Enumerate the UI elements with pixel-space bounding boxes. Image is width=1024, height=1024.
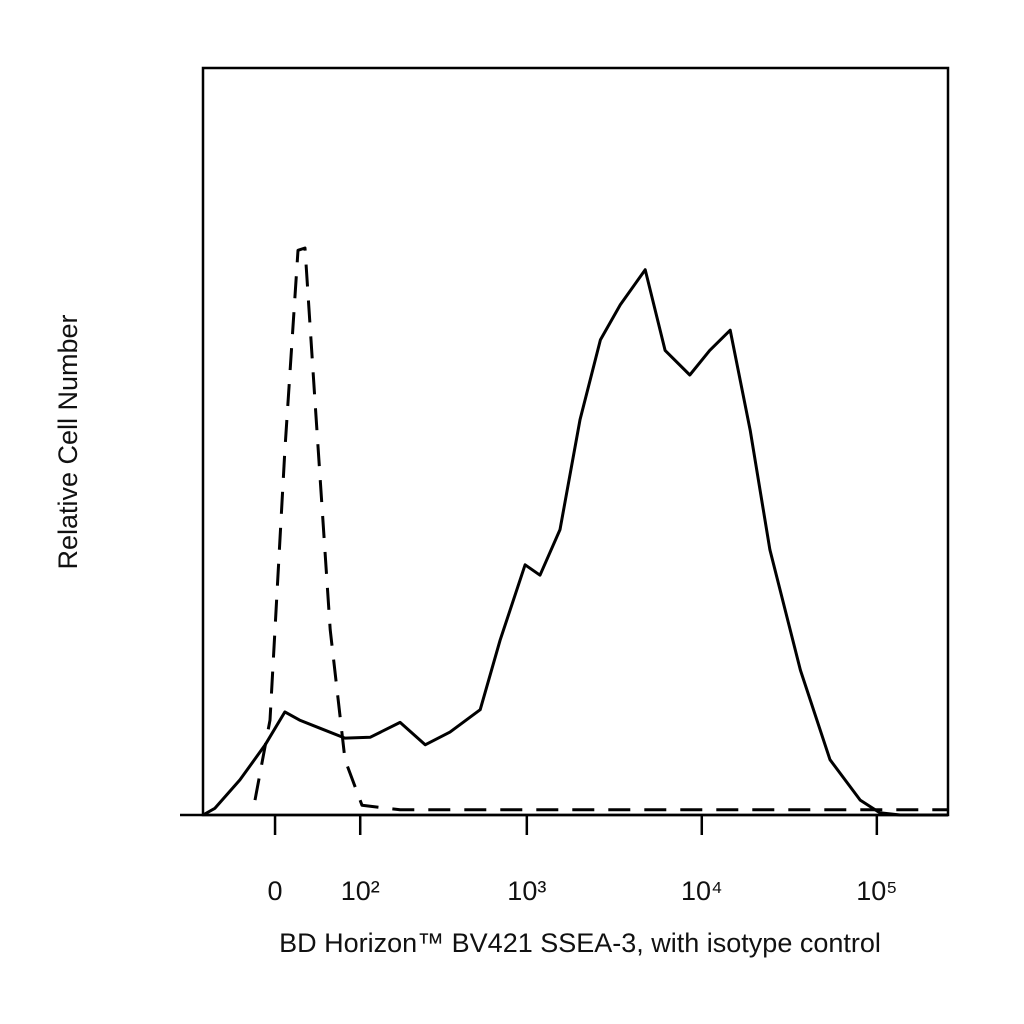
x-axis-label: BD Horizon™ BV421 SSEA-3, with isotype c… xyxy=(279,928,881,958)
histogram-line xyxy=(253,246,948,812)
x-tick-label: 10³ xyxy=(507,876,546,906)
histogram-line xyxy=(202,268,948,817)
x-tick-label: 10⁵ xyxy=(856,876,897,906)
x-tick-label: 10⁴ xyxy=(681,876,723,906)
y-axis-label: Relative Cell Number xyxy=(53,314,83,569)
x-tick-label: 10² xyxy=(341,876,380,906)
x-tick-label: 0 xyxy=(268,876,283,906)
